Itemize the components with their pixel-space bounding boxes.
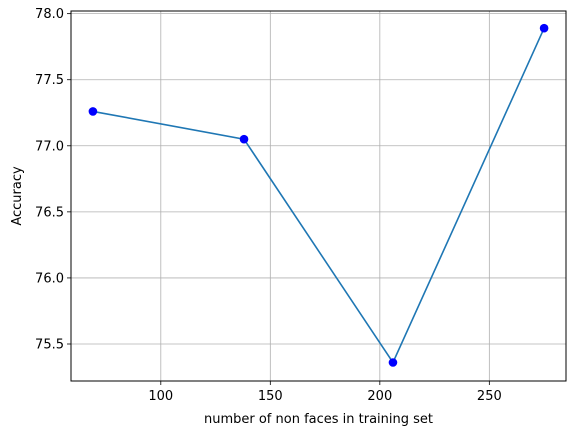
grid xyxy=(71,11,566,381)
series-line xyxy=(92,27,545,365)
y-tick-label: 78.0 xyxy=(35,7,64,22)
data-point xyxy=(388,358,398,367)
x-axis-label: number of non faces in training set xyxy=(204,412,433,427)
y-tick-label: 76.0 xyxy=(35,271,64,286)
plot-frame xyxy=(70,10,567,382)
data-point xyxy=(88,107,98,116)
y-tick-label: 77.0 xyxy=(35,139,64,154)
x-tick-label: 100 xyxy=(148,389,173,404)
data-point xyxy=(239,134,249,144)
y-tick-label: 75.5 xyxy=(35,338,64,353)
series-layer xyxy=(88,23,549,367)
data-point xyxy=(539,23,549,33)
y-axis-label: Accuracy xyxy=(10,166,25,226)
x-tick-label: 200 xyxy=(367,389,392,404)
y-tick-label: 77.5 xyxy=(35,73,64,88)
x-tick-label: 150 xyxy=(258,389,283,404)
x-tick-label: 250 xyxy=(477,389,502,404)
y-tick-label: 76.5 xyxy=(35,205,64,220)
ticks: 100 150 200 250 75.5 76.0 76.5 77.0 77.5 78.0 xyxy=(35,7,502,404)
